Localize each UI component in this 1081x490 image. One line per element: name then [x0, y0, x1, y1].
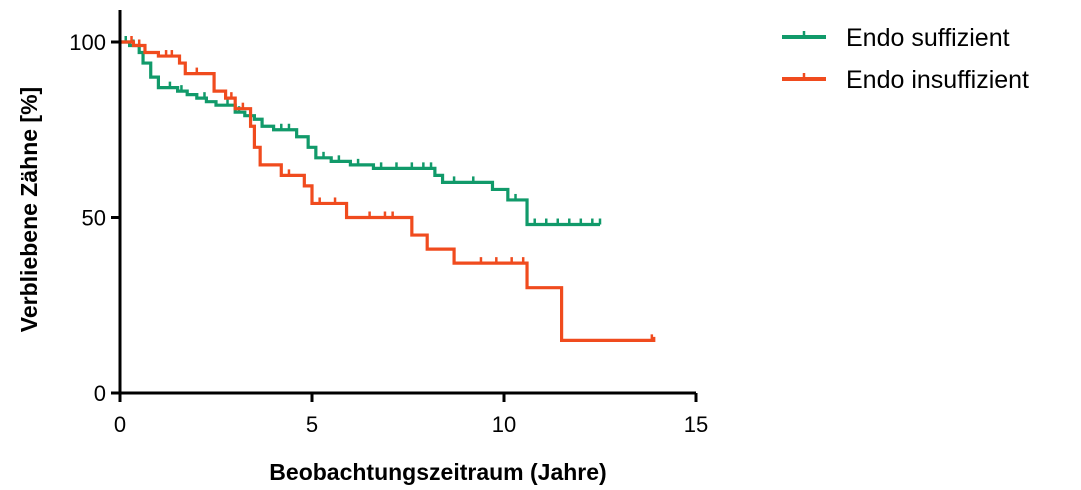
series-2 — [120, 36, 656, 342]
axes: 0 50 100 0 5 10 15 — [69, 10, 708, 437]
x-tick-label-5: 5 — [306, 412, 318, 437]
x-tick-label-10: 10 — [492, 412, 516, 437]
legend-label-1: Endo suffizient — [846, 24, 1010, 52]
series-line-2 — [120, 40, 656, 342]
x-tick-label-15: 15 — [684, 412, 708, 437]
legend-item-1: Endo suffizient — [782, 24, 1010, 52]
x-ticks: 0 5 10 15 — [114, 393, 708, 437]
legend-item-2: Endo insuffizient — [782, 66, 1029, 94]
y-tick-label-50: 50 — [82, 206, 106, 231]
series-1 — [120, 36, 602, 227]
y-tick-label-100: 100 — [69, 30, 106, 55]
legend: Endo suffizient Endo insuffizient — [782, 24, 1029, 94]
y-tick-label-0: 0 — [94, 381, 106, 406]
plot-area — [120, 36, 656, 342]
x-axis-title: Beobachtungszeitraum (Jahre) — [269, 459, 606, 485]
y-ticks: 0 50 100 — [69, 30, 120, 406]
series-line-1 — [120, 40, 600, 227]
legend-label-2: Endo insuffizient — [846, 66, 1029, 94]
x-tick-label-0: 0 — [114, 412, 126, 437]
y-axis-title: Verbliebene Zähne [%] — [16, 87, 42, 332]
